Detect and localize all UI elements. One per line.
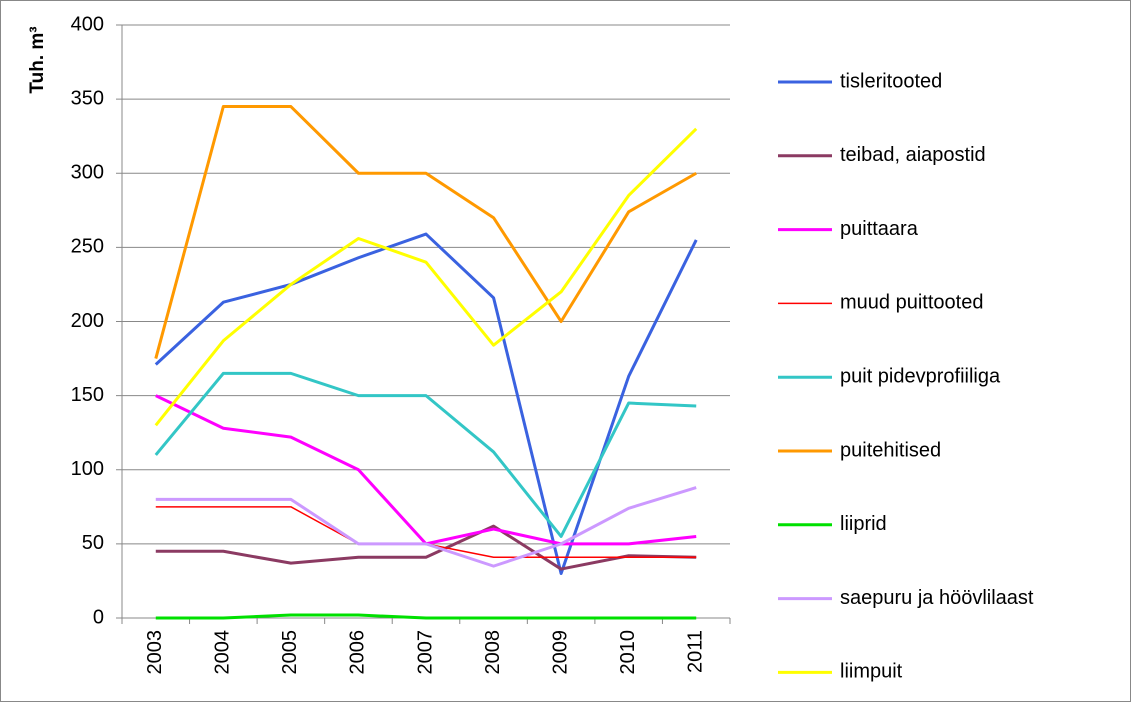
series-line [154, 127, 698, 427]
legend-label: tisleritooted [840, 70, 942, 92]
y-tick-label: 400 [71, 13, 104, 35]
y-tick-label: 100 [71, 458, 104, 480]
series-line [155, 486, 697, 568]
x-tick-label: 2011 [685, 630, 707, 673]
legend-label: muud puittooted [840, 292, 983, 314]
series-line [154, 232, 698, 576]
series-line [154, 105, 697, 359]
x-tick-label: 2007 [414, 630, 436, 675]
y-tick-label: 200 [71, 310, 104, 332]
y-axis-label: Tuh. m³ [27, 26, 48, 93]
legend-label: puittaara [840, 218, 919, 240]
x-tick-label: 2009 [549, 630, 571, 675]
y-tick-label: 350 [71, 87, 104, 109]
legend-label: puitehitised [840, 439, 941, 461]
series-line [155, 524, 697, 571]
series-line [154, 371, 697, 538]
y-tick-label: 150 [71, 384, 104, 406]
series-line [155, 613, 697, 620]
legend-label: puit pidevprofiiliga [840, 365, 1001, 387]
y-tick-label: 250 [71, 236, 104, 258]
x-tick-label: 2005 [279, 630, 301, 675]
legend-label: teibad, aiapostid [840, 144, 986, 166]
legend-label: liiprid [840, 513, 887, 535]
legend-label: liimpuit [840, 661, 903, 683]
x-tick-label: 2003 [144, 630, 166, 675]
x-tick-label: 2006 [347, 630, 369, 675]
x-tick-label: 2004 [212, 630, 234, 675]
y-tick-label: 50 [82, 532, 104, 554]
x-tick-label: 2008 [482, 630, 504, 675]
y-tick-label: 300 [71, 162, 104, 184]
y-tick-label: 0 [93, 606, 104, 628]
legend-label: saepuru ja höövlilaast [840, 587, 1034, 609]
x-tick-label: 2010 [617, 630, 639, 675]
